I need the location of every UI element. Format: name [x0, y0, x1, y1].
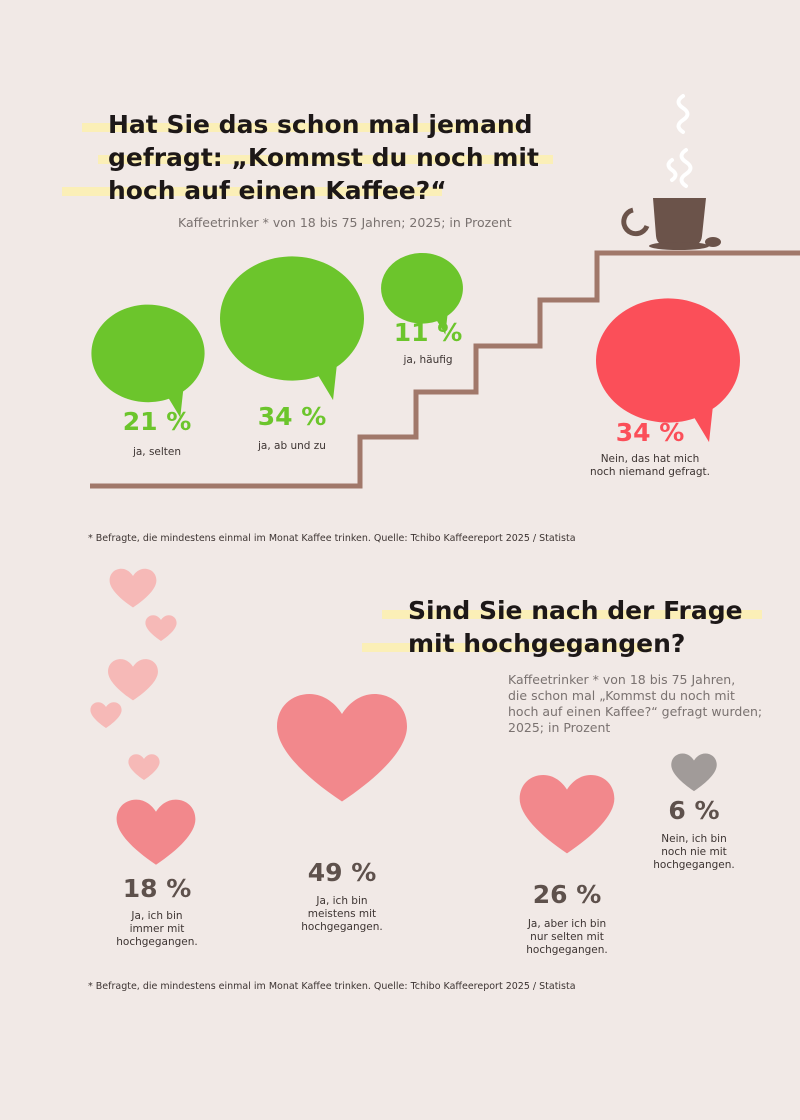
category-label: ja, häufig [403, 354, 453, 366]
value-label: 26 % [532, 880, 602, 909]
speech-bubble-mark [219, 256, 364, 401]
category-label: Ja, ich bin immer mit hochgegangen. [116, 910, 198, 948]
title-highlight [82, 123, 522, 132]
chart-title-1: Hat Sie das schon mal jemand gefragt: „K… [108, 108, 539, 207]
chart-title-2: Sind Sie nach der Frage mit hochgegangen… [408, 594, 743, 660]
title-highlight [362, 643, 652, 652]
steam-icon [666, 94, 693, 188]
value-label: 11 % [393, 318, 463, 347]
title-line: hoch auf einen Kaffee?“ [108, 176, 447, 205]
stairs-line [90, 250, 800, 489]
footnote-2: * Befragte, die mindestens einmal im Mon… [88, 981, 576, 992]
value-label: 18 % [122, 874, 192, 903]
heart-icon [108, 659, 158, 701]
value-label: 34 % [257, 402, 327, 431]
title-line: mit hochgegangen? [408, 629, 686, 658]
speech-bubble-mark [91, 304, 205, 418]
value-label: 34 % [615, 418, 685, 447]
category-label: ja, selten [132, 446, 182, 458]
value-label: 49 % [307, 858, 377, 887]
category-label: Ja, ich bin meistens mit hochgegangen. [301, 895, 383, 933]
chart-subtitle-1: Kaffeetrinker * von 18 bis 75 Jahren; 20… [178, 215, 512, 230]
heart-mark [116, 799, 196, 865]
heart-icon [90, 702, 122, 728]
coffee-cup-icon [621, 198, 721, 250]
heart-icon [145, 615, 177, 641]
title-highlight [62, 187, 442, 196]
category-label: Ja, aber ich bin nur selten mit hochgegang… [526, 918, 608, 956]
title-line: Hat Sie das schon mal jemand [108, 110, 533, 139]
decorative-hearts [90, 568, 177, 780]
title-line: gefragt: „Kommst du noch mit [108, 143, 539, 172]
title-highlight [98, 155, 553, 164]
footnote-1: * Befragte, die mindestens einmal im Mon… [88, 533, 576, 544]
speech-bubble-mark [381, 252, 463, 335]
category-label: Nein, das hat mich noch niemand gefragt. [590, 453, 710, 478]
heart-icon [109, 568, 157, 608]
speech-bubble-mark [595, 298, 740, 443]
value-label: 6 % [668, 796, 720, 825]
category-label: ja, ab und zu [258, 440, 326, 452]
heart-icon [128, 754, 160, 780]
title-line: Sind Sie nach der Frage [408, 596, 743, 625]
heart-mark [519, 775, 615, 854]
category-label: Nein, ich bin noch nie mit hochgegangen. [653, 833, 735, 871]
heart-mark [277, 694, 407, 802]
value-label: 21 % [122, 407, 192, 436]
heart-mark [671, 753, 717, 792]
title-highlight [382, 610, 762, 619]
chart-subtitle-2: Kaffeetrinker * von 18 bis 75 Jahren, di… [508, 672, 763, 735]
